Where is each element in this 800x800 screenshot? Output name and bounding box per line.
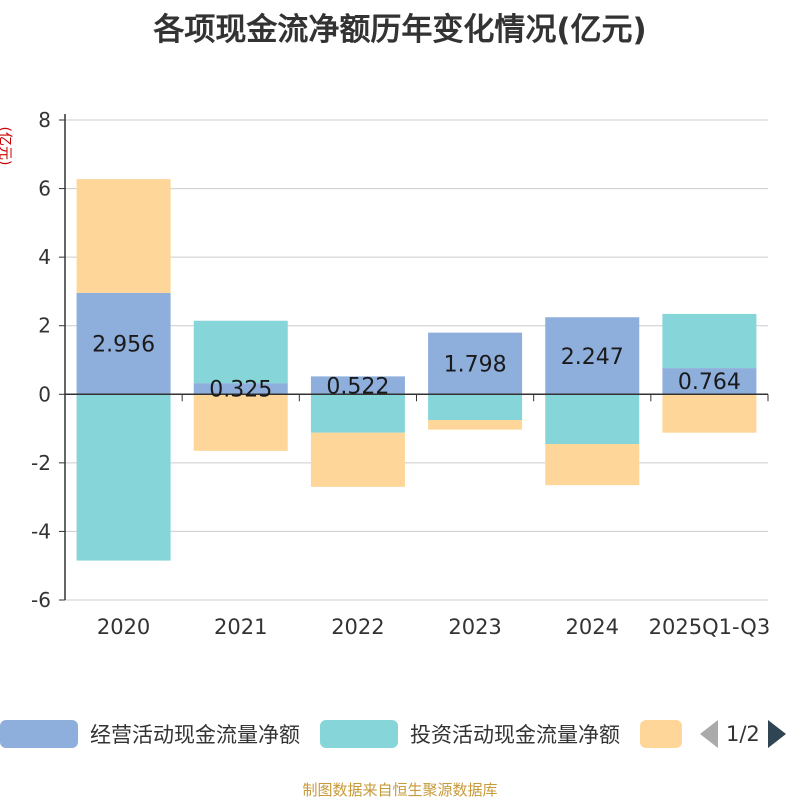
bar-operating-2022 xyxy=(310,376,405,395)
x-tick-label: 2020 xyxy=(97,615,150,639)
legend-page-indicator: 1/2 xyxy=(726,722,760,746)
bar-operating-2024 xyxy=(545,317,640,395)
y-tick-label: -6 xyxy=(31,588,51,612)
y-tick-label: 4 xyxy=(38,245,51,269)
bar-third-2021 xyxy=(193,394,288,451)
legend-swatch-third xyxy=(640,720,682,748)
bar-third-2023 xyxy=(428,420,523,430)
chart-plot: 8 6 4 2 0 -2 -4 -6 2020 2021 2022 2023 2024 2025Q1-Q3… xyxy=(31,108,771,639)
data-label: 2.956 xyxy=(92,333,155,358)
legend-label-investing: 投资活动现金流量净额 xyxy=(410,723,620,747)
y-tick-label: 0 xyxy=(38,382,51,406)
data-source-footer: 制图数据来自恒生聚源数据库 xyxy=(302,781,498,799)
bar-investing-2020 xyxy=(76,394,171,561)
y-tick-label: -2 xyxy=(31,451,51,475)
legend-item-operating[interactable]: 经营活动现金流量净额 xyxy=(0,716,300,752)
legend-pager: 1/2 xyxy=(700,716,786,752)
bar-operating-2020 xyxy=(76,292,171,395)
bar-third-2022 xyxy=(310,432,405,487)
x-tick-label: 2021 xyxy=(214,615,267,639)
chart-title: 各项现金流净额历年变化情况(亿元) xyxy=(153,12,647,48)
bar-investing-2025Q1-Q3 xyxy=(662,313,757,369)
legend-label-operating: 经营活动现金流量净额 xyxy=(90,723,300,747)
data-label: 0.522 xyxy=(326,374,389,399)
bar-operating-2023 xyxy=(428,332,523,395)
legend-next-arrow-icon[interactable] xyxy=(767,720,786,748)
bar-operating-2025Q1-Q3 xyxy=(662,368,757,395)
x-tick-label: 2023 xyxy=(448,615,501,639)
legend-item-third[interactable] xyxy=(640,716,682,752)
x-tick-label: 2025Q1-Q3 xyxy=(649,615,771,639)
legend-prev-arrow-icon[interactable] xyxy=(700,720,718,748)
x-tick-label: 2024 xyxy=(566,615,619,639)
legend-swatch-investing xyxy=(320,720,398,748)
bar-third-2020 xyxy=(76,179,171,293)
legend-swatch-operating xyxy=(0,720,78,748)
bar-investing-2022 xyxy=(310,394,405,433)
bar-third-2024 xyxy=(545,444,640,486)
data-label: 0.764 xyxy=(678,370,741,395)
y-tick-label: -4 xyxy=(31,519,51,543)
bar-investing-2024 xyxy=(545,394,640,444)
data-label: 0.325 xyxy=(209,378,272,403)
x-tick-label: 2022 xyxy=(331,615,384,639)
legend-item-investing[interactable]: 投资活动现金流量净额 xyxy=(320,716,620,752)
legend: 经营活动现金流量净额 投资活动现金流量净额 1/2 xyxy=(0,716,800,752)
data-label: 2.247 xyxy=(561,345,624,370)
bar-investing-2023 xyxy=(428,394,523,420)
bar-investing-2021 xyxy=(193,320,288,384)
y-tick-label: 8 xyxy=(38,108,51,132)
bar-third-2025Q1-Q3 xyxy=(662,394,757,433)
data-label: 1.798 xyxy=(444,352,507,377)
bar-operating-2021 xyxy=(193,383,288,395)
y-tick-label: 2 xyxy=(38,314,51,338)
y-tick-label: 6 xyxy=(38,177,51,201)
